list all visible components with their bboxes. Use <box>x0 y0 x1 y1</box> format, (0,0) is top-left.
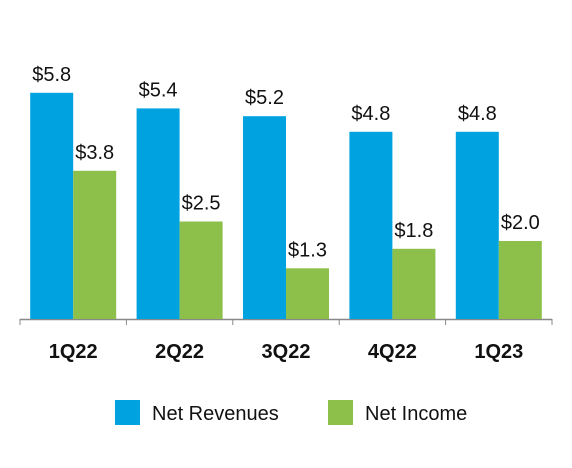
value-label: $3.8 <box>75 142 114 164</box>
value-label: $5.4 <box>139 79 178 101</box>
value-label: $1.8 <box>394 220 433 242</box>
value-label: $1.3 <box>288 239 327 261</box>
value-label: $2.0 <box>501 212 540 234</box>
bar <box>73 170 117 319</box>
legend-label: Net Revenues <box>152 403 279 425</box>
bar <box>243 116 286 319</box>
legend-label: Net Income <box>365 403 467 425</box>
x-tick-label: 4Q22 <box>368 341 417 363</box>
value-label: $4.8 <box>351 103 390 125</box>
bar <box>455 131 499 319</box>
value-label: $2.5 <box>182 193 221 215</box>
bar <box>349 131 393 319</box>
bar <box>286 268 329 319</box>
legend-swatch <box>328 400 353 425</box>
x-tick-label: 3Q22 <box>262 341 311 363</box>
bar <box>392 248 436 319</box>
x-tick-label: 2Q22 <box>155 341 204 363</box>
x-tick-label: 1Q22 <box>49 341 98 363</box>
x-tick-label: 1Q23 <box>474 341 523 363</box>
bar <box>136 108 180 320</box>
value-label: $5.8 <box>32 64 71 86</box>
bar <box>498 241 542 319</box>
legend-swatch <box>115 400 140 425</box>
value-label: $4.8 <box>458 103 497 125</box>
bar <box>30 92 74 319</box>
bar <box>179 221 223 319</box>
value-label: $5.2 <box>245 87 284 109</box>
